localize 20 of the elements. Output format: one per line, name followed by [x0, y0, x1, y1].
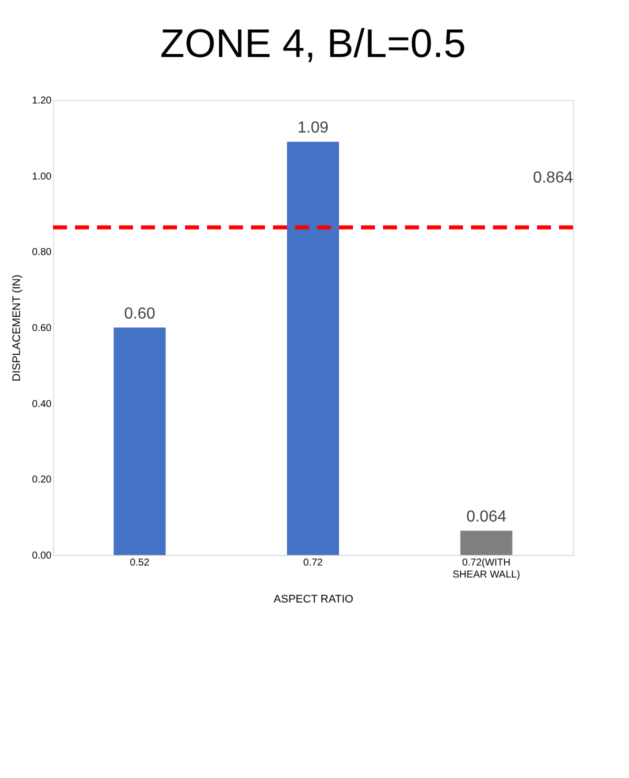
- y-axis-title: DISPLACEMENT (IN): [11, 274, 24, 382]
- bar: [460, 530, 512, 555]
- y-tick-label: 0.60: [32, 323, 52, 334]
- y-tick-label: 0.80: [32, 247, 52, 258]
- bar: [114, 328, 166, 555]
- x-tick-label: 0.72: [303, 558, 324, 568]
- bar: [287, 142, 339, 555]
- y-tick-label: 1.20: [32, 96, 52, 106]
- y-tick-label: 0.00: [32, 550, 52, 562]
- y-tick-label: 0.20: [32, 474, 52, 486]
- y-tick-label: 0.40: [32, 398, 52, 410]
- x-tick-label: 0.52: [130, 558, 150, 568]
- y-tick-label: 1.00: [32, 171, 52, 182]
- x-axis-title: ASPECT RATIO: [274, 594, 354, 606]
- chart-title: ZONE 4, B/L=0.5: [160, 22, 466, 66]
- x-tick-label: 0.72(WITH SHEAR WALL): [452, 558, 520, 580]
- ref-line-label: 0.864: [532, 169, 574, 186]
- data-label: 1.09: [297, 120, 329, 137]
- data-label: 0.60: [124, 306, 156, 322]
- data-label: 0.064: [466, 508, 506, 526]
